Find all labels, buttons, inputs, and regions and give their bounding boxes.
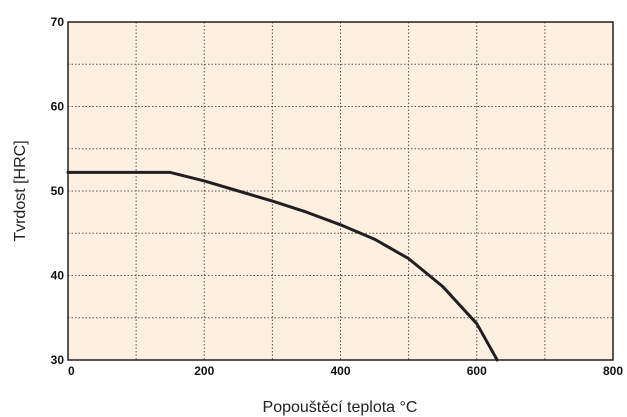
x-tick-label: 0 bbox=[68, 364, 75, 378]
y-tick-label: 70 bbox=[51, 15, 65, 29]
plot-frame bbox=[67, 21, 614, 361]
y-tick-label: 40 bbox=[51, 269, 65, 283]
y-tick-label: 50 bbox=[51, 184, 65, 198]
grid-lines bbox=[68, 22, 613, 360]
y-tick-label: 30 bbox=[51, 353, 65, 367]
x-tick-label: 800 bbox=[603, 364, 623, 378]
x-tick-label: 400 bbox=[330, 364, 350, 378]
x-tick-label: 200 bbox=[194, 364, 214, 378]
hardness-curve bbox=[66, 170, 499, 362]
y-tick-labels: 30 40 50 60 70 bbox=[51, 15, 65, 367]
y-axis-title: Tvrdost [HRC] bbox=[12, 140, 29, 241]
x-tick-label: 600 bbox=[467, 364, 487, 378]
x-axis-title: Popouštěcí teplota °C bbox=[263, 399, 418, 416]
y-tick-label: 60 bbox=[51, 100, 65, 114]
x-tick-labels: 0 200 400 600 800 bbox=[68, 364, 623, 378]
